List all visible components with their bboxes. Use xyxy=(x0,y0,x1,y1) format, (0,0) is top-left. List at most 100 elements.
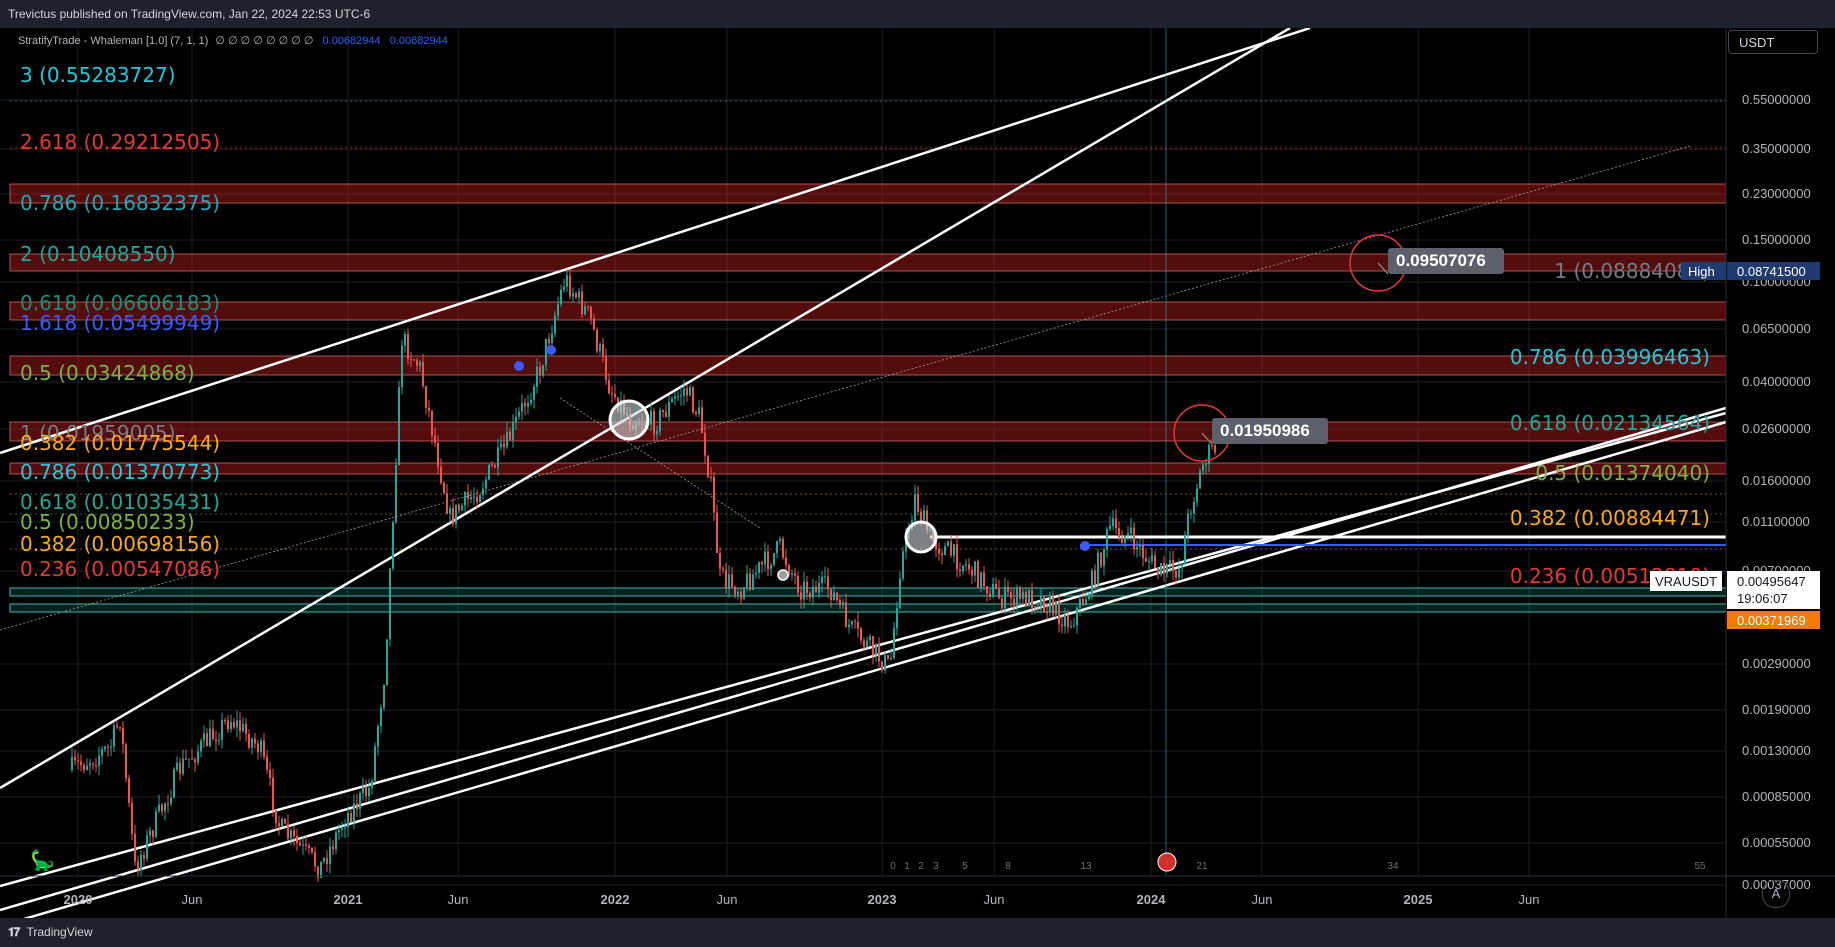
candle-body xyxy=(947,541,949,547)
auto-scale-button[interactable]: A xyxy=(1762,880,1790,908)
candle-body xyxy=(413,359,415,361)
fib-label-left: 0.236 (0.00547086) xyxy=(20,557,220,581)
candle-body xyxy=(1046,612,1048,614)
high-tag-box xyxy=(1681,262,1726,280)
price-axis-label: 0.01600000 xyxy=(1742,473,1811,488)
candle-body xyxy=(311,847,313,853)
candle-body xyxy=(83,764,85,770)
candle-body xyxy=(686,388,688,396)
candle-body xyxy=(704,432,706,456)
candle-body xyxy=(314,852,316,867)
candle-body xyxy=(1019,587,1021,599)
candle-body xyxy=(713,476,715,513)
candle-body xyxy=(917,494,919,512)
candle-body xyxy=(1061,624,1063,627)
candle-body xyxy=(1145,558,1147,562)
candle-body xyxy=(983,572,985,587)
cycle-marker-label: 0 xyxy=(890,861,896,872)
candle-body xyxy=(170,797,172,804)
currency-selector[interactable]: USDT xyxy=(1728,30,1818,54)
candle-body xyxy=(305,844,307,846)
prev-price-box xyxy=(1727,611,1820,629)
candle-body xyxy=(863,640,865,647)
price-axis-label: 0.35000000 xyxy=(1742,141,1811,156)
auto-scale-label: A xyxy=(1771,886,1781,901)
candle-body xyxy=(563,286,565,290)
candle-body xyxy=(1121,537,1123,544)
cycle-marker-label: 21 xyxy=(1196,861,1208,872)
candle-body xyxy=(914,494,916,521)
candle-body xyxy=(1001,598,1003,608)
cycle-marker-label: 1 xyxy=(904,861,910,872)
candle-body xyxy=(845,602,847,628)
candle-body xyxy=(251,738,253,748)
candle-body xyxy=(395,465,397,523)
candle-body xyxy=(497,447,499,468)
candle-body xyxy=(530,399,532,404)
candle-body xyxy=(812,586,814,598)
time-axis-label: 2020 xyxy=(64,892,93,907)
candle-body xyxy=(722,568,724,570)
symbol-tag-box xyxy=(1650,571,1722,591)
candle-body xyxy=(761,562,763,565)
candle-body xyxy=(692,387,694,413)
candle-body xyxy=(971,569,973,576)
candle-body xyxy=(536,366,538,387)
support-zone xyxy=(9,587,1727,597)
candle-body xyxy=(266,756,268,770)
candle-body xyxy=(440,466,442,483)
candle-body xyxy=(1175,570,1177,578)
candle-body xyxy=(875,644,877,655)
candle-body xyxy=(1073,625,1075,627)
candle-body xyxy=(680,395,682,397)
price-chart-svg[interactable]: 0.09507076 0.01950986 3 (0.55283727) 2.618 … xyxy=(0,28,1835,918)
candle-body xyxy=(590,306,592,319)
fib-label-left: 0.618 (0.01035431) xyxy=(20,490,220,514)
candle-body xyxy=(326,857,328,865)
candle-body xyxy=(884,654,886,671)
time-axis-label: Jun xyxy=(1252,892,1273,907)
candle-body xyxy=(1091,570,1093,596)
candle-body xyxy=(998,588,1000,599)
candle-body xyxy=(77,760,79,762)
candle-body xyxy=(995,583,997,589)
candle-body xyxy=(695,412,697,414)
indicator-legend[interactable]: StratifyTrade - Whaleman [1.0] (7, 1, 1)… xyxy=(18,34,448,47)
candle-body xyxy=(1085,599,1087,606)
price-axis-label: 0.15000000 xyxy=(1742,232,1811,247)
candle-body xyxy=(1157,567,1159,575)
candle-body xyxy=(515,416,517,422)
candle-body xyxy=(962,565,964,572)
candle-body xyxy=(422,362,424,387)
candle-body xyxy=(434,435,436,444)
candle-body xyxy=(743,587,745,599)
high-price-value: 0.08741500 xyxy=(1737,264,1806,279)
candle-body xyxy=(599,343,601,351)
tradingview-logo-icon: 𝟏𝟕 xyxy=(8,925,20,939)
high-price-box xyxy=(1727,262,1820,280)
price-callout-text: 0.09507076 xyxy=(1396,251,1486,270)
candle-body xyxy=(380,707,382,727)
tradingview-corner-logo-icon[interactable]: 🦕 xyxy=(30,850,55,872)
candle-body xyxy=(1208,445,1210,465)
fib-label-left: 0.786 (0.01370773) xyxy=(20,460,220,484)
candle-body xyxy=(731,574,733,587)
candle-body xyxy=(122,727,124,745)
candle-body xyxy=(494,465,496,468)
candle-body xyxy=(464,492,466,506)
candle-body xyxy=(290,830,292,839)
candle-body xyxy=(134,833,136,862)
chart-area[interactable]: 0.09507076 0.01950986 3 (0.55283727) 2.618 … xyxy=(0,28,1835,918)
candle-body xyxy=(353,803,355,823)
candle-body xyxy=(1124,536,1126,544)
candle-body xyxy=(881,661,883,671)
candle-body xyxy=(977,561,979,588)
candle-body xyxy=(377,726,379,747)
candle-body xyxy=(1196,488,1198,502)
candle-body xyxy=(1181,564,1183,569)
candle-body xyxy=(1112,518,1114,526)
candle-body xyxy=(401,345,403,388)
candle-body xyxy=(707,455,709,477)
candle-body xyxy=(800,592,802,600)
candle-body xyxy=(1118,527,1120,538)
